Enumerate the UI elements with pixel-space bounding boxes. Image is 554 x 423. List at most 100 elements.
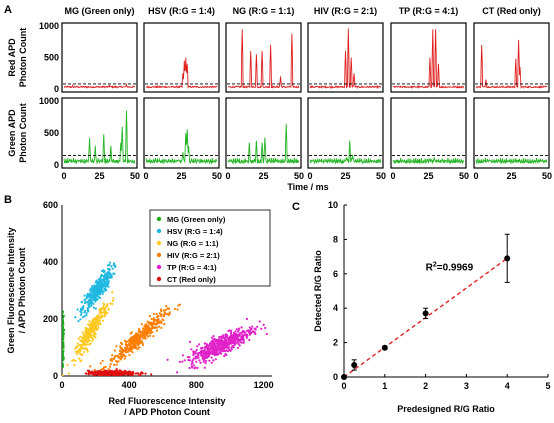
y-tick-label: 0: [54, 84, 59, 94]
scatter-point: [80, 359, 83, 362]
scatter-point: [131, 346, 134, 349]
scatter-point: [142, 336, 145, 339]
scatter-point: [186, 355, 190, 359]
data-point: [504, 255, 511, 262]
scatter-point: [227, 338, 230, 342]
scatter-point: [148, 327, 151, 330]
apd-trace-line: [475, 39, 548, 89]
scatter-point: [242, 341, 245, 344]
scatter-point: [85, 327, 88, 330]
scatter-point: [132, 343, 136, 346]
scatter-point: [88, 328, 91, 331]
scatter-point: [62, 312, 64, 315]
scatter-point: [205, 343, 208, 346]
scatter-point: [163, 323, 166, 326]
scatter-point: [93, 297, 96, 301]
scatter-point: [234, 342, 237, 345]
scatter-point: [89, 288, 92, 291]
scatter-point: [102, 374, 105, 376]
scatter-point: [192, 364, 195, 367]
legend-entry: CT (Red only): [167, 275, 216, 284]
scatter-point: [79, 318, 82, 321]
scatter-point: [86, 295, 89, 298]
row-axis-label: Green APD: [7, 109, 17, 157]
scatter-point: [94, 371, 97, 375]
scatter-point: [126, 350, 130, 353]
scatter-point: [115, 368, 118, 371]
scatter-point: [223, 354, 226, 358]
scatter-point: [130, 372, 134, 376]
x-tick-label: 0: [225, 171, 230, 181]
scatter-point: [155, 312, 158, 315]
scatter-point: [191, 359, 194, 362]
scatter-point: [86, 340, 89, 343]
scatter-point: [108, 373, 111, 376]
scatter-point: [86, 307, 89, 310]
x-tick-label: 0: [341, 381, 346, 391]
scatter-point: [126, 346, 129, 349]
scatter-point: [140, 335, 143, 338]
x-tick-label: 3: [464, 381, 469, 391]
scatter-point: [104, 275, 107, 278]
trace-panel-frame: [143, 97, 220, 169]
scatter-point: [103, 278, 106, 282]
scatter-point: [224, 333, 228, 336]
scatter-point: [80, 340, 83, 343]
scatter-point: [230, 335, 233, 338]
scatter-point: [141, 327, 145, 330]
scatter-point: [192, 352, 195, 355]
scatter-point: [188, 340, 192, 343]
scatter-point: [92, 306, 95, 309]
scatter-point: [230, 331, 233, 334]
x-tick-label: 25: [340, 171, 350, 181]
x-tick-label: 25: [176, 171, 186, 181]
scatter-point: [138, 338, 141, 342]
scatter-point: [112, 297, 115, 300]
scatter-point: [92, 327, 95, 330]
scatter-point: [90, 304, 93, 307]
scatter-point: [248, 326, 251, 329]
r-squared-superscript: 2: [433, 261, 437, 268]
scatter-point: [110, 265, 113, 268]
scatter-point: [128, 373, 131, 376]
scatter-point: [246, 334, 249, 337]
scatter-point: [165, 305, 168, 308]
x-tick-label: 25: [506, 171, 516, 181]
scatter-point: [62, 349, 65, 352]
scatter-point: [229, 338, 232, 341]
x-tick-label: 25: [258, 171, 268, 181]
scatter-point: [225, 342, 229, 345]
scatter-point: [218, 336, 221, 339]
scatter-point: [134, 343, 137, 346]
scatter-point: [87, 334, 90, 337]
r-squared-value: =0.9969: [437, 262, 474, 273]
scatter-point: [190, 348, 193, 351]
scatter-point: [103, 270, 106, 273]
y-tick-label: 8: [333, 234, 338, 244]
data-point: [422, 310, 429, 317]
scatter-point: [134, 346, 137, 350]
scatter-point: [217, 339, 220, 342]
scatter-point: [195, 348, 198, 351]
scatter-point: [82, 342, 86, 346]
scatter-points-group: [62, 261, 268, 376]
x-tick-label: 0: [307, 171, 312, 181]
scatter-point: [253, 327, 256, 330]
scatter-point: [108, 365, 112, 368]
legend-marker: [156, 276, 162, 282]
legend-marker: [156, 228, 162, 234]
scatter-point: [111, 354, 114, 357]
scatter-point: [216, 344, 219, 347]
scatter-point: [226, 344, 229, 347]
scatter-point: [115, 363, 118, 366]
scatter-point: [166, 358, 169, 361]
scatter-point: [62, 335, 64, 338]
scatter-point: [92, 289, 95, 292]
scatter-point: [77, 337, 80, 340]
scatter-point: [233, 343, 236, 347]
scatter-point: [98, 319, 101, 322]
scatter-point: [258, 320, 261, 323]
scatter-point: [102, 319, 105, 322]
scatter-point: [91, 291, 94, 294]
